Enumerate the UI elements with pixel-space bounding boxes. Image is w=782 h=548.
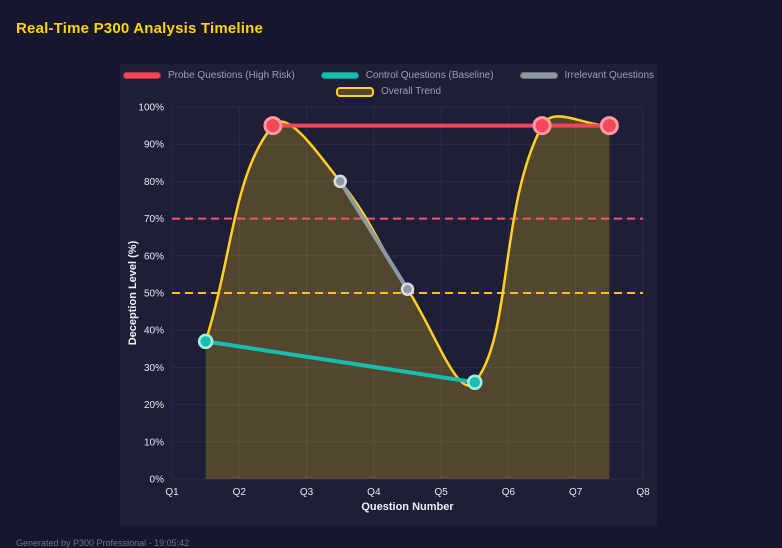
data-point[interactable] (263, 116, 283, 136)
x-axis-title: Question Number (361, 501, 454, 513)
y-tick-label: 30% (144, 363, 164, 374)
y-tick-label: 0% (150, 475, 165, 486)
y-tick-label: 50% (144, 289, 164, 300)
page-title: Real-Time P300 Analysis Timeline (16, 20, 264, 37)
data-point[interactable] (532, 116, 552, 136)
legend-swatch (122, 72, 161, 79)
legend-swatch (320, 72, 359, 79)
legend-swatch (335, 86, 374, 97)
chart-panel: Probe Questions (High Risk) Control Quest… (120, 64, 657, 526)
y-axis-title: Deception Level (%) (127, 240, 139, 346)
data-point[interactable] (197, 333, 214, 350)
x-tick-label: Q5 (434, 487, 448, 498)
legend-label: Control Questions (Baseline) (365, 70, 494, 81)
data-point[interactable] (467, 374, 483, 391)
x-tick-label: Q3 (300, 487, 314, 498)
legend-item[interactable]: Probe Questions (High Risk) (122, 70, 295, 81)
y-tick-label: 100% (138, 103, 164, 114)
legend-item[interactable]: Control Questions (Baseline) (320, 70, 494, 81)
data-point[interactable] (599, 116, 619, 136)
footer-note: Generated by P300 Professional - 19:05:4… (16, 538, 190, 548)
y-tick-label: 10% (144, 437, 164, 448)
x-tick-label: Q7 (569, 487, 583, 498)
legend-label: Overall Trend (380, 86, 442, 97)
series-line[interactable] (338, 179, 410, 292)
chart-legend: Probe Questions (High Risk) Control Quest… (120, 70, 657, 97)
legend-label: Irrelevant Questions (564, 70, 655, 81)
x-tick-label: Q1 (165, 487, 179, 498)
legend-row: Overall Trend (335, 86, 442, 97)
y-tick-label: 90% (144, 140, 164, 151)
trend-area-fill (205, 116, 610, 479)
y-tick-label: 70% (144, 214, 164, 225)
x-tick-label: Q2 (233, 487, 247, 498)
series-line[interactable] (203, 339, 477, 385)
legend-item[interactable]: Overall Trend (335, 86, 442, 97)
legend-item[interactable]: Irrelevant Questions (519, 70, 655, 81)
data-point[interactable] (400, 282, 415, 297)
y-tick-label: 80% (144, 177, 164, 188)
legend-label: Probe Questions (High Risk) (167, 70, 295, 81)
legend-swatch (519, 72, 558, 79)
x-tick-label: Q8 (636, 487, 650, 498)
y-tick-label: 40% (144, 326, 164, 337)
y-tick-label: 20% (144, 400, 164, 411)
legend-row: Probe Questions (High Risk) Control Quest… (122, 70, 655, 81)
x-tick-label: Q4 (367, 487, 381, 498)
p300-timeline-chart[interactable]: Q1 Q2 Q3 Q4 Q5 Q6 Q7 Q8 0% 10% 20% 30% 40% 50% 60% 70% 8… (120, 64, 657, 526)
data-point[interactable] (333, 174, 347, 189)
x-tick-label: Q6 (502, 487, 516, 498)
y-tick-label: 60% (144, 251, 164, 262)
